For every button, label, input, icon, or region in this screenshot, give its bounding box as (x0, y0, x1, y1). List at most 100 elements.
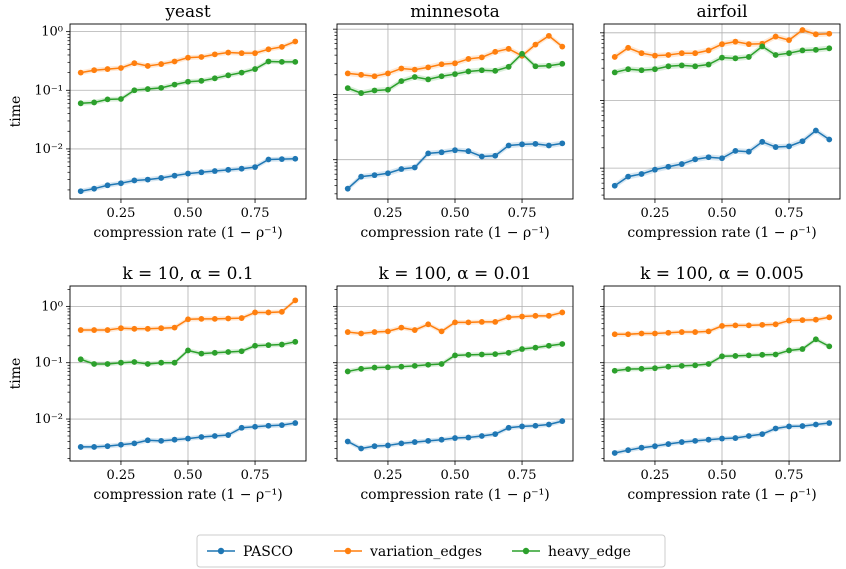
panel-6-variation-edges-point-11 (745, 322, 752, 329)
panel-3-pasco-point-10 (732, 147, 739, 154)
panel-3-variation-edges-point-5 (665, 52, 672, 58)
panel-4-y-axis-label: time (8, 358, 24, 390)
panel-4-heavy-edge-point-10 (198, 350, 205, 357)
panel-4-heavy-edge-point-15 (265, 342, 272, 349)
panel-3-pasco-point-14 (786, 143, 792, 150)
panel-3-heavy-edge-point-4 (652, 66, 658, 73)
panel-5-pasco-point-13 (505, 424, 512, 431)
panel-1-variation-edges-point-3 (104, 66, 111, 72)
panel-4-variation-edges-point-11 (211, 315, 218, 322)
legend-label-pasco: PASCO (243, 544, 293, 560)
panel-5-pasco-point-9 (452, 435, 458, 441)
panel-1-variation-edges-point-7 (158, 61, 165, 67)
panel-5-variation-edges-point-7 (425, 321, 432, 328)
panel-4-variation-edges-point-15 (265, 309, 272, 316)
panel-2-x-tick-label-2: 0.50 (441, 206, 470, 221)
legend-marker-variation-edges (344, 547, 352, 555)
panel-6-pasco-point-10 (732, 435, 739, 441)
panel-1-pasco-point-3 (104, 182, 111, 189)
panel-2-heavy-edge-point-11 (478, 67, 485, 74)
panel-4-variation-edges-point-2 (91, 327, 98, 333)
panel-4-heavy-edge-point-4 (118, 359, 124, 366)
panel-3-heavy-edge-point-3 (638, 67, 645, 74)
panel-5-variation-edges-point-5 (398, 324, 405, 331)
panel-2-pasco-point-10 (465, 148, 472, 155)
panel-3-variation-edges-point-17 (826, 30, 833, 37)
panel-5-pasco-point-3 (371, 443, 378, 450)
panel-6-variation-edges-point-2 (625, 331, 632, 338)
panel-6-x-tick-label-1: 0.25 (640, 468, 669, 483)
panel-3-x-tick-label-1: 0.25 (640, 206, 669, 221)
panel-4-variation-edges-point-3 (104, 327, 111, 333)
panel-1-variation-edges-point-13 (238, 50, 245, 57)
panel-5-pasco-point-6 (411, 439, 418, 445)
panel-6-variation-edges-point-10 (732, 322, 739, 329)
panel-1-heavy-edge-point-17 (292, 58, 299, 65)
panel-6-variation-edges-point-4 (652, 330, 658, 337)
panel-6-pasco-point-6 (678, 439, 685, 445)
panel-6-heavy-edge-point-13 (772, 351, 779, 358)
panel-4-heavy-edge-point-6 (144, 361, 151, 367)
panel-3-heavy-edge-point-11 (745, 54, 752, 60)
panel-3-variation-edges-point-16 (812, 31, 819, 38)
panel-1-heavy-edge-point-13 (238, 69, 245, 76)
panel-1-heavy-edge-point-3 (104, 96, 111, 103)
panel-2-variation-edges-point-13 (505, 45, 512, 52)
panel-5-pasco-point-17 (559, 418, 566, 424)
panel-6-variation-edges-point-9 (719, 323, 725, 329)
panel-3-heavy-edge-point-8 (705, 61, 712, 68)
panel-1-heavy-edge-point-11 (211, 75, 218, 82)
panel-6-variation-edges-point-13 (772, 321, 779, 328)
panel-2-heavy-edge-point-9 (452, 71, 458, 77)
panel-1-pasco-point-8 (171, 172, 178, 179)
panel-5-pasco-point-4 (385, 442, 391, 449)
panel-2-pasco-point-15 (532, 140, 539, 147)
panel-4-x-tick-label-1: 0.25 (106, 468, 135, 483)
panel-5-heavy-edge-point-11 (478, 351, 485, 358)
panel-1-heavy-edge-point-15 (265, 58, 272, 65)
panel-1-pasco-point-13 (238, 165, 245, 172)
panel-2-variation-edges-point-8 (438, 61, 445, 68)
panel-6: 0.25 0.50 0.75 k = 100, α = 0.005 compressio… (600, 264, 841, 503)
panel-3-variation-edges-point-7 (692, 50, 699, 57)
panel-4-heavy-edge-point-9 (185, 347, 191, 354)
panel-3-x-tick-label-2: 0.50 (708, 206, 737, 221)
panel-4-variation-edges-point-8 (171, 324, 178, 331)
panel-1-variation-edges-point-5 (131, 60, 138, 67)
panel-2-heavy-edge-point-3 (371, 87, 378, 94)
panel-1-pasco-point-5 (131, 177, 138, 184)
panel-3-pasco-point-13 (772, 144, 779, 150)
panel-1-variation-edges-point-2 (91, 67, 98, 74)
panel-5-variation-edges-point-4 (385, 328, 391, 335)
panel-2-heavy-edge-point-4 (385, 86, 391, 93)
panel-1-variation-edges-point-8 (171, 58, 178, 65)
panel-2-variation-edges-point-15 (532, 41, 539, 48)
panel-2-pasco-point-3 (371, 172, 378, 179)
panel-4-heavy-edge-point-13 (238, 348, 245, 355)
panel-1-pasco-point-1 (77, 188, 84, 195)
panel-1-variation-edges-point-10 (198, 54, 205, 60)
panel-4-heavy-edge-point-12 (225, 349, 232, 355)
panel-3-pasco-point-15 (799, 138, 806, 145)
panel-2-pasco-point-9 (452, 147, 458, 154)
panel-1-heavy-edge-point-2 (91, 99, 98, 106)
panel-4-variation-edges-point-5 (131, 325, 138, 332)
panel-4-variation-edges-point-17 (292, 297, 299, 304)
panel-6-pasco-point-12 (759, 431, 766, 438)
panel-4-heavy-edge-point-5 (131, 359, 138, 365)
panel-3-variation-edges-point-15 (799, 27, 806, 33)
panel-2-heavy-edge-point-1 (344, 85, 351, 92)
panel-5-heavy-edge-point-15 (532, 344, 539, 351)
panel-1-heavy-edge-point-14 (252, 66, 258, 72)
panel-4-heavy-edge-point-2 (91, 361, 98, 367)
panel-5-variation-edges-point-2 (358, 330, 365, 337)
panel-6-variation-edges-point-6 (678, 329, 685, 335)
panel-6-pasco-point-5 (665, 441, 672, 447)
panel-2-variation-edges-point-17 (559, 43, 566, 50)
panel-4-pasco-point-2 (91, 444, 98, 450)
panel-2-variation-edges-point-4 (385, 70, 391, 77)
panel-4-heavy-edge-point-8 (171, 359, 178, 366)
panel-2-variation-edges-point-11 (478, 54, 485, 61)
panel-3-heavy-edge-point-14 (786, 50, 792, 57)
